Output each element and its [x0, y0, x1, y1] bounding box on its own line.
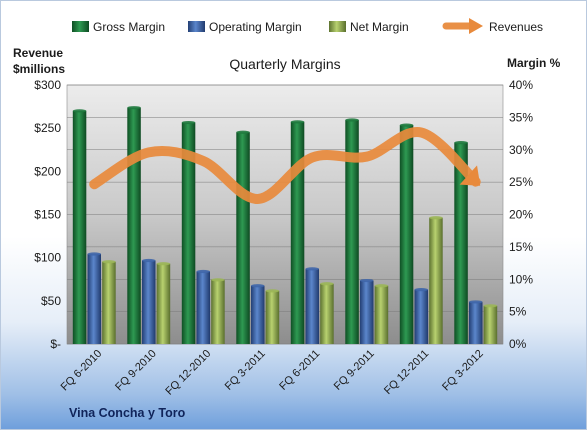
left-tick-label: $300: [34, 78, 61, 92]
bar-top-net-margin: [156, 262, 171, 266]
bar-gross-margin: [236, 132, 250, 344]
bar-top-net-margin: [102, 260, 116, 264]
x-tick-label: FQ 3-2011: [223, 348, 268, 393]
bar-net-margin: [429, 217, 443, 344]
x-tick-label: FQ 12-2011: [382, 348, 431, 397]
revenue-arrowhead: [459, 165, 481, 186]
left-tick-label: $150: [34, 208, 61, 222]
right-tick-label: 15%: [509, 240, 533, 254]
bar-gross-margin: [345, 119, 359, 344]
bar-gross-margin: [399, 125, 414, 345]
x-tick-label: FQ 9-2010: [113, 348, 159, 394]
bar-top-gross-margin: [181, 120, 196, 125]
bar-operating-margin: [414, 289, 428, 344]
x-tick-label: FQ 3-2012: [440, 348, 486, 394]
left-axis-title-line1: Revenue: [13, 46, 63, 60]
bar-top-operating-margin: [305, 267, 319, 271]
bar-net-margin: [156, 263, 171, 344]
left-tick-label: $250: [34, 121, 61, 135]
bar-gross-margin: [290, 121, 305, 344]
bar-top-operating-margin: [142, 258, 156, 263]
bar-top-gross-margin: [236, 130, 250, 134]
right-tick-label: 35%: [509, 110, 533, 124]
bar-top-gross-margin: [345, 118, 359, 122]
right-tick-label: 30%: [509, 143, 533, 157]
bar-operating-margin: [87, 253, 101, 344]
legend-swatch-gross-margin: [72, 21, 89, 32]
bar-gross-margin: [454, 142, 468, 344]
legend-label-operating-margin: Operating Margin: [209, 20, 302, 34]
bar-top-net-margin: [211, 278, 225, 282]
left-tick-label: $100: [34, 251, 61, 265]
bar-operating-margin: [305, 268, 319, 344]
revenue-line: [89, 127, 481, 204]
bar-top-net-margin: [429, 216, 443, 220]
bar-operating-margin: [251, 285, 265, 344]
bar-net-margin: [374, 285, 389, 344]
left-axis-ticks: $- $50 $100 $150 $200 $250 $300: [34, 78, 61, 351]
right-tick-label: 25%: [509, 175, 533, 189]
bar-net-margin: [265, 290, 280, 344]
bar-top-net-margin: [265, 289, 280, 293]
bar-operating-margin: [360, 280, 374, 344]
bar-net-margin: [211, 279, 225, 344]
legend-arrowhead-revenues: [469, 18, 483, 34]
bar-net-margin: [320, 283, 334, 344]
bar-operating-margin: [196, 271, 210, 344]
bar-top-operating-margin: [469, 300, 483, 304]
bar-top-operating-margin: [360, 278, 374, 283]
left-axis-title-line2: $millions: [13, 62, 65, 76]
right-tick-label: 20%: [509, 208, 533, 222]
x-tick-label: FQ 9-2011: [332, 348, 377, 393]
revenue-line-group: [89, 127, 481, 204]
legend-label-revenues: Revenues: [489, 20, 543, 34]
legend-swatch-net-margin: [329, 21, 346, 32]
x-axis-ticks: FQ 6-2010 FQ 9-2010 FQ 12-2010 FQ 3-2011 FQ …: [59, 348, 486, 398]
bar-top-gross-margin: [290, 120, 305, 124]
x-tick-label: FQ 12-2010: [163, 348, 213, 398]
right-axis-title: Margin %: [507, 56, 561, 70]
bar-gross-margin: [181, 122, 196, 345]
bar-operating-margin: [142, 260, 156, 344]
legend-label-gross-margin: Gross Margin: [93, 20, 165, 34]
bar-top-operating-margin: [414, 288, 428, 292]
x-tick-label: FQ 6-2010: [59, 348, 105, 394]
bar-top-operating-margin: [251, 284, 265, 288]
bar-top-operating-margin: [196, 269, 210, 274]
bar-top-gross-margin: [127, 106, 141, 110]
bar-net-margin: [102, 261, 116, 344]
bar-top-net-margin: [483, 304, 498, 308]
chart-footer-company: Vina Concha y Toro: [69, 406, 186, 420]
legend-label-net-margin: Net Margin: [350, 20, 409, 34]
bar-net-margin: [483, 305, 498, 344]
right-tick-label: 0%: [509, 337, 527, 351]
bar-gross-margin: [72, 110, 87, 345]
chart-title: Quarterly Margins: [229, 56, 340, 72]
bar-operating-margin: [469, 301, 483, 344]
legend: Gross Margin Operating Margin Net Margin…: [72, 18, 543, 34]
bar-top-net-margin: [374, 284, 389, 288]
legend-swatch-operating-margin: [188, 21, 205, 32]
left-tick-label: $200: [34, 164, 61, 178]
right-axis-ticks: 0% 5% 10% 15% 20% 25% 30% 35% 40%: [509, 78, 533, 351]
bar-top-operating-margin: [87, 252, 101, 256]
right-tick-label: 40%: [509, 78, 533, 92]
bar-top-gross-margin: [399, 123, 414, 127]
bar-gross-margin: [127, 107, 141, 344]
bar-top-gross-margin: [72, 109, 87, 113]
left-tick-label: $-: [50, 337, 61, 351]
right-tick-label: 5%: [509, 305, 527, 319]
right-tick-label: 10%: [509, 272, 533, 286]
x-tick-label: FQ 6-2011: [277, 348, 322, 393]
left-tick-label: $50: [41, 294, 61, 308]
bar-top-gross-margin: [454, 141, 468, 145]
bar-top-net-margin: [320, 282, 334, 286]
